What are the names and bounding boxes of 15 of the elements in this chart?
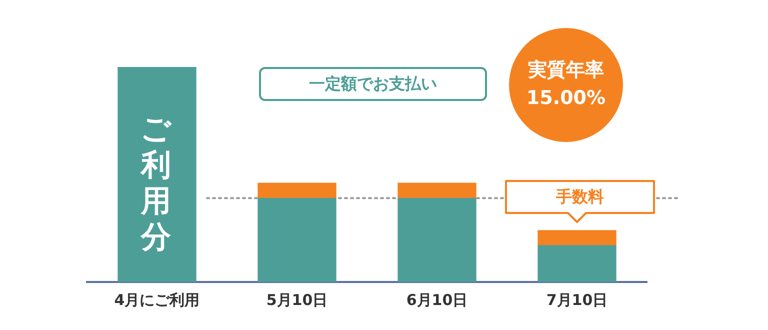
bar xyxy=(398,198,476,282)
bar xyxy=(538,230,616,246)
x-tick-label: 7月10日 xyxy=(546,290,608,309)
x-tick-label: 5月10日 xyxy=(266,290,328,309)
bar xyxy=(258,198,336,282)
bar xyxy=(398,182,476,198)
x-tick-label: 6月10日 xyxy=(406,290,468,309)
annotation: 手数料 xyxy=(555,186,605,208)
annotation: 実質年率 15.00% xyxy=(525,58,607,111)
x-tick-label: 4月にご利用 xyxy=(114,290,200,309)
bar xyxy=(538,245,616,282)
annotation: ご利用分 xyxy=(140,112,172,256)
bar xyxy=(118,67,196,282)
annotation: 一定額でお支払い xyxy=(309,74,437,94)
bar xyxy=(258,182,336,198)
